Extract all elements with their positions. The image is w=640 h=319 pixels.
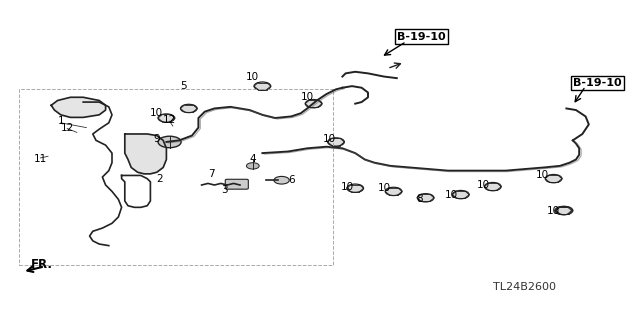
Text: 5: 5 (180, 81, 187, 91)
Text: 10: 10 (547, 205, 560, 216)
Text: 10: 10 (150, 108, 163, 118)
Circle shape (417, 194, 434, 202)
Text: 11: 11 (34, 154, 47, 165)
Text: 12: 12 (61, 122, 74, 133)
Text: 6: 6 (288, 175, 294, 185)
FancyBboxPatch shape (225, 179, 248, 189)
Text: 3: 3 (221, 185, 227, 195)
Text: 1: 1 (58, 116, 64, 126)
Text: 10: 10 (301, 92, 314, 102)
Text: B-19-10: B-19-10 (573, 78, 621, 88)
Text: 9: 9 (154, 134, 160, 144)
Circle shape (555, 206, 572, 215)
Text: TL24B2600: TL24B2600 (493, 282, 556, 292)
Polygon shape (51, 97, 106, 117)
Circle shape (158, 114, 175, 122)
Circle shape (254, 82, 271, 90)
Circle shape (347, 184, 364, 192)
Text: 10: 10 (246, 71, 259, 82)
Text: FR.: FR. (31, 258, 52, 271)
Circle shape (158, 136, 181, 148)
Text: B-19-10: B-19-10 (397, 32, 445, 42)
Circle shape (180, 104, 197, 113)
Circle shape (556, 206, 573, 215)
Text: 10: 10 (477, 180, 490, 190)
Text: 10: 10 (378, 183, 390, 193)
Text: B-19-10: B-19-10 (573, 78, 621, 88)
Polygon shape (125, 134, 166, 174)
Circle shape (274, 176, 289, 184)
Circle shape (246, 163, 259, 169)
Text: 10: 10 (536, 170, 548, 181)
Circle shape (328, 138, 344, 146)
Text: 10: 10 (323, 134, 336, 144)
Circle shape (305, 100, 322, 108)
Circle shape (452, 190, 469, 199)
Circle shape (385, 187, 402, 196)
Text: 4: 4 (250, 154, 256, 165)
Text: 8: 8 (416, 194, 422, 204)
Circle shape (484, 182, 501, 191)
Text: B-19-10: B-19-10 (397, 32, 445, 42)
Text: 12: 12 (163, 115, 176, 125)
Text: 2: 2 (157, 174, 163, 184)
Circle shape (545, 174, 562, 183)
Text: 10: 10 (445, 189, 458, 200)
Text: 10: 10 (341, 182, 354, 192)
Text: 7: 7 (208, 169, 214, 179)
